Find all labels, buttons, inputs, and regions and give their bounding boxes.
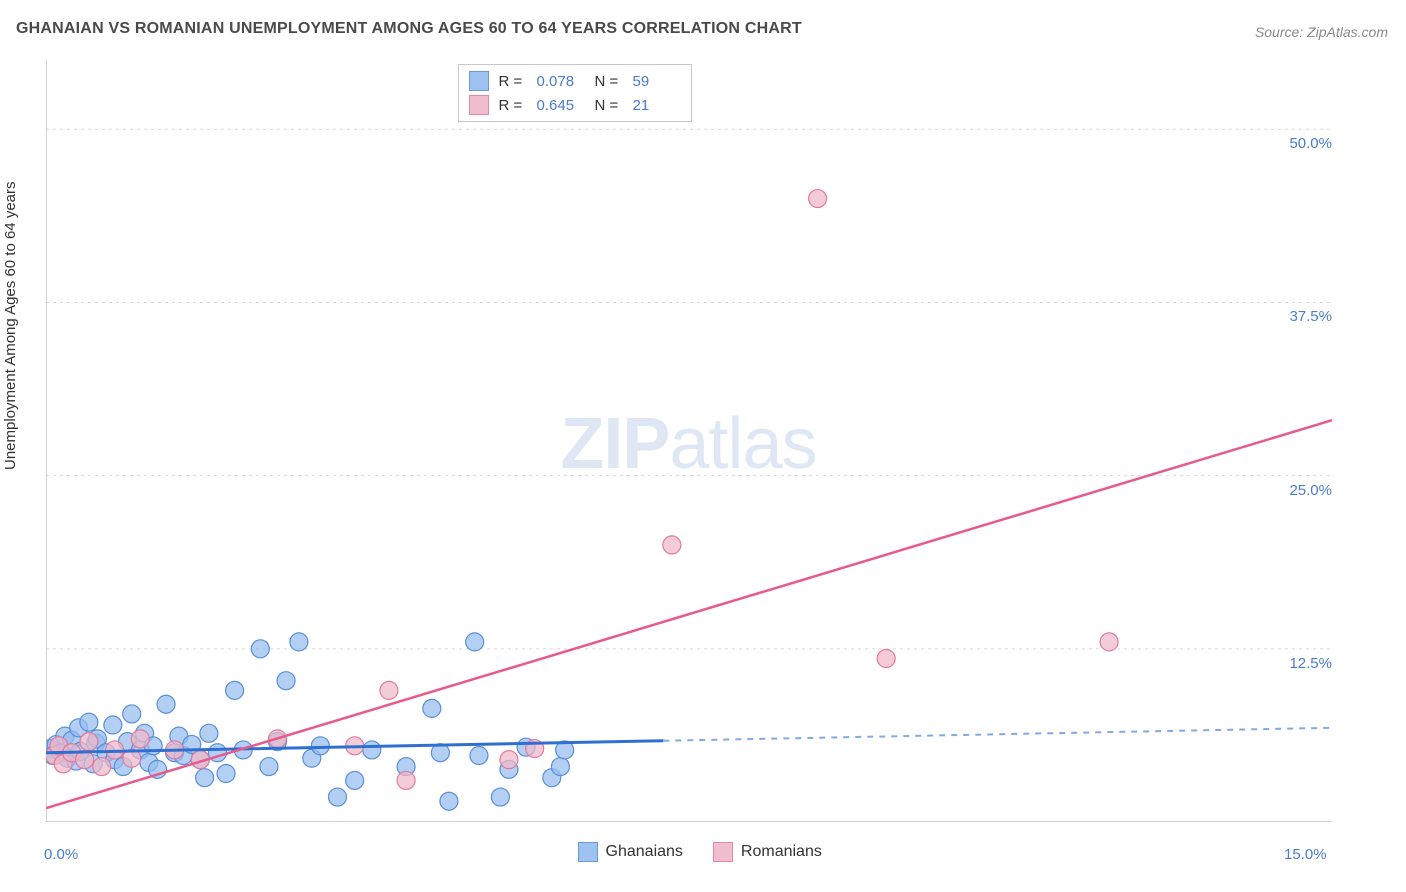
- point-romanians: [93, 758, 111, 776]
- legend-n-value-ghanaians: 59: [633, 73, 681, 90]
- plot-area: ZIPatlas12.5%25.0%37.5%50.0%0.0%15.0%R =…: [46, 60, 1332, 822]
- point-romanians: [500, 751, 518, 769]
- chart-title: GHANAIAN VS ROMANIAN UNEMPLOYMENT AMONG …: [16, 20, 802, 38]
- point-ghanaians: [200, 724, 218, 742]
- point-ghanaians: [104, 716, 122, 734]
- legend-item-romanians: Romanians: [713, 842, 822, 862]
- legend-label-romanians: Romanians: [741, 843, 822, 861]
- point-ghanaians: [328, 788, 346, 806]
- point-romanians: [877, 650, 895, 668]
- legend-r-label: R =: [499, 73, 527, 90]
- legend-row-romanians: R = 0.645 N = 21: [469, 93, 681, 117]
- chart-container: GHANAIAN VS ROMANIAN UNEMPLOYMENT AMONG …: [0, 0, 1406, 892]
- legend-row-ghanaians: R = 0.078 N = 59: [469, 69, 681, 93]
- trendline-romanians: [46, 420, 1332, 808]
- point-ghanaians: [423, 699, 441, 717]
- legend-swatch-romanians: [469, 95, 489, 115]
- point-romanians: [663, 536, 681, 554]
- source-link[interactable]: ZipAtlas.com: [1307, 24, 1388, 40]
- x-tick-label: 15.0%: [1284, 846, 1327, 863]
- legend-label-ghanaians: Ghanaians: [606, 843, 683, 861]
- legend-swatch-romanians: [713, 842, 733, 862]
- point-ghanaians: [277, 672, 295, 690]
- chart-svg: [46, 60, 1332, 822]
- legend-swatch-ghanaians: [469, 71, 489, 91]
- y-tick-label: 12.5%: [1272, 655, 1332, 672]
- point-ghanaians: [551, 758, 569, 776]
- y-axis-label: Unemployment Among Ages 60 to 64 years: [2, 181, 19, 470]
- legend-r-value-romanians: 0.645: [537, 97, 585, 114]
- point-ghanaians: [80, 713, 98, 731]
- point-romanians: [1100, 633, 1118, 651]
- legend-n-value-romanians: 21: [633, 97, 681, 114]
- legend-item-ghanaians: Ghanaians: [578, 842, 683, 862]
- point-romanians: [809, 190, 827, 208]
- legend-n-label: N =: [595, 73, 623, 90]
- point-ghanaians: [440, 792, 458, 810]
- trendline-ghanaians-dashed: [663, 728, 1332, 741]
- point-ghanaians: [260, 758, 278, 776]
- y-tick-label: 25.0%: [1272, 482, 1332, 499]
- legend-swatch-ghanaians: [578, 842, 598, 862]
- x-tick-label: 0.0%: [44, 846, 78, 863]
- point-ghanaians: [217, 765, 235, 783]
- legend-r-value-ghanaians: 0.078: [537, 73, 585, 90]
- point-ghanaians: [290, 633, 308, 651]
- source-prefix: Source:: [1255, 24, 1307, 40]
- point-ghanaians: [363, 741, 381, 759]
- point-romanians: [380, 681, 398, 699]
- point-ghanaians: [346, 771, 364, 789]
- point-romanians: [397, 771, 415, 789]
- y-tick-label: 37.5%: [1272, 308, 1332, 325]
- point-ghanaians: [157, 695, 175, 713]
- point-ghanaians: [123, 705, 141, 723]
- point-romanians: [131, 730, 149, 748]
- point-romanians: [80, 733, 98, 751]
- correlation-legend: R = 0.078 N = 59 R = 0.645 N = 21: [458, 64, 692, 122]
- point-ghanaians: [196, 769, 214, 787]
- source-attribution: Source: ZipAtlas.com: [1255, 24, 1388, 40]
- point-ghanaians: [251, 640, 269, 658]
- legend-r-label: R =: [499, 97, 527, 114]
- point-ghanaians: [466, 633, 484, 651]
- legend-n-label: N =: [595, 97, 623, 114]
- point-ghanaians: [491, 788, 509, 806]
- point-ghanaians: [226, 681, 244, 699]
- y-tick-label: 50.0%: [1272, 135, 1332, 152]
- point-ghanaians: [470, 746, 488, 764]
- series-legend: Ghanaians Romanians: [578, 842, 822, 862]
